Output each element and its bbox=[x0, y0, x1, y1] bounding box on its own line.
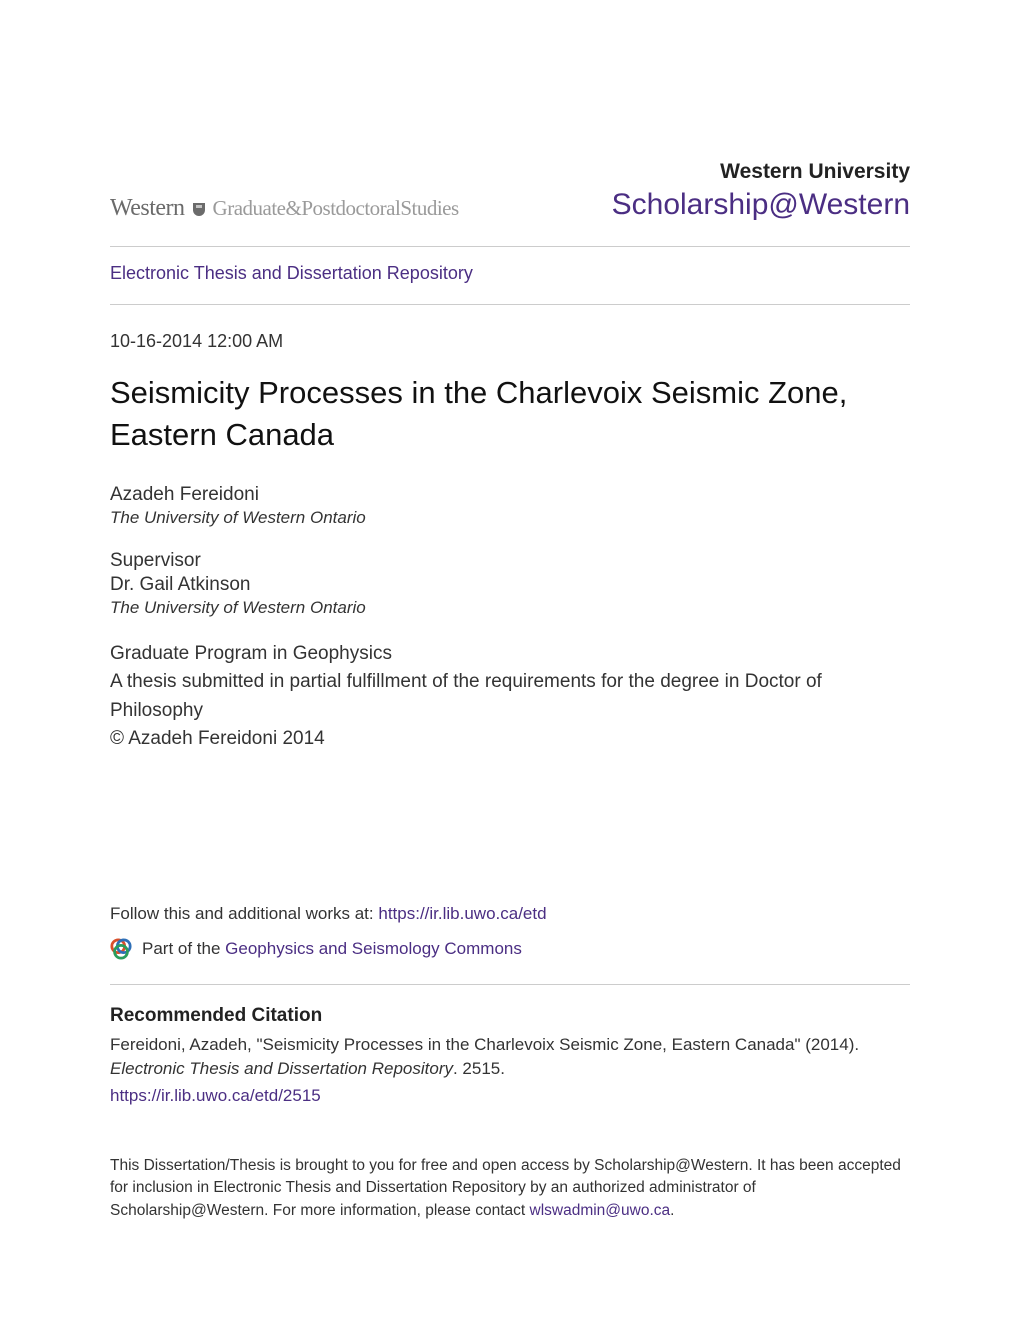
network-commons-icon bbox=[110, 938, 132, 960]
supervisor-name: Dr. Gail Atkinson bbox=[110, 574, 910, 596]
contact-email-link[interactable]: wlswadmin@uwo.ca bbox=[530, 1202, 671, 1219]
supervisor-block: Supervisor Dr. Gail Atkinson The Univers… bbox=[110, 550, 910, 618]
follow-link[interactable]: https://ir.lib.uwo.ca/etd bbox=[378, 904, 546, 923]
institution-logo: Western Graduate&PostdoctoralStudies bbox=[110, 195, 459, 222]
citation-url-link[interactable]: https://ir.lib.uwo.ca/etd/2515 bbox=[110, 1084, 321, 1109]
footer-disclaimer: This Dissertation/Thesis is brought to y… bbox=[110, 1155, 910, 1222]
citation-part-2: . 2515. bbox=[453, 1059, 505, 1078]
part-of-text: Part of the Geophysics and Seismology Co… bbox=[142, 939, 522, 959]
follow-row: Follow this and additional works at: htt… bbox=[110, 904, 910, 924]
repository-link[interactable]: Electronic Thesis and Dissertation Repos… bbox=[110, 263, 473, 283]
supervisor-label: Supervisor bbox=[110, 550, 910, 572]
author-name: Azadeh Fereidoni bbox=[110, 484, 910, 506]
divider bbox=[110, 984, 910, 985]
citation-italic: Electronic Thesis and Dissertation Repos… bbox=[110, 1059, 453, 1078]
recommended-citation-heading: Recommended Citation bbox=[110, 1005, 910, 1027]
citation-part-1: Fereidoni, Azadeh, "Seismicity Processes… bbox=[110, 1035, 859, 1054]
thesis-statement: A thesis submitted in partial fulfillmen… bbox=[110, 668, 910, 725]
footer-text-2: . bbox=[670, 1202, 674, 1219]
follow-prefix: Follow this and additional works at: bbox=[110, 904, 378, 923]
university-block: Western University Scholarship@Western bbox=[612, 160, 910, 222]
page-header: Western Graduate&PostdoctoralStudies Wes… bbox=[110, 160, 910, 222]
logo-wordmark-main: Western bbox=[110, 195, 185, 222]
author-block: Azadeh Fereidoni The University of Weste… bbox=[110, 484, 910, 528]
logo-wordmark-sub: Graduate&PostdoctoralStudies bbox=[213, 196, 459, 221]
program-name: Graduate Program in Geophysics bbox=[110, 640, 910, 669]
paper-title: Seismicity Processes in the Charlevoix S… bbox=[110, 372, 910, 456]
university-name: Western University bbox=[612, 160, 910, 184]
repository-row: Electronic Thesis and Dissertation Repos… bbox=[110, 247, 910, 304]
copyright-line: © Azadeh Fereidoni 2014 bbox=[110, 725, 910, 754]
divider bbox=[110, 304, 910, 305]
crest-icon bbox=[191, 201, 207, 217]
part-of-prefix: Part of the bbox=[142, 939, 225, 958]
program-block: Graduate Program in Geophysics A thesis … bbox=[110, 640, 910, 754]
publication-timestamp: 10-16-2014 12:00 AM bbox=[110, 331, 910, 352]
supervisor-affiliation: The University of Western Ontario bbox=[110, 598, 910, 618]
commons-link[interactable]: Geophysics and Seismology Commons bbox=[225, 939, 522, 958]
recommended-citation-text: Fereidoni, Azadeh, "Seismicity Processes… bbox=[110, 1033, 910, 1109]
footer-text-1: This Dissertation/Thesis is brought to y… bbox=[110, 1157, 901, 1219]
part-of-row: Part of the Geophysics and Seismology Co… bbox=[110, 938, 910, 960]
author-affiliation: The University of Western Ontario bbox=[110, 508, 910, 528]
site-name-link[interactable]: Scholarship@Western bbox=[612, 188, 910, 221]
